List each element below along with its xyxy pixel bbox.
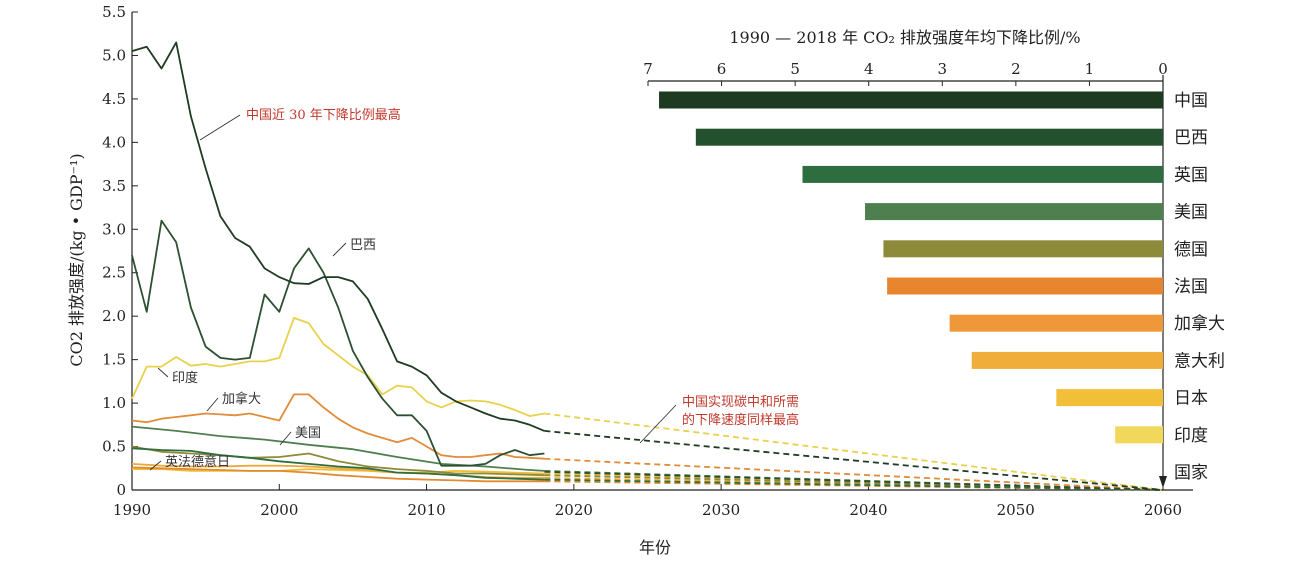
bar-axis-end-label: 国家 [1174, 463, 1208, 483]
bar-category-label: 英国 [1174, 165, 1208, 185]
bar-7 [971, 351, 1163, 369]
x-tick-label: 2040 [849, 501, 887, 519]
series-line-germany [131, 445, 545, 477]
bar-4 [883, 240, 1163, 258]
y-tick-label: 1.0 [102, 394, 126, 412]
bar-8 [1056, 389, 1163, 407]
projection-line-canada [544, 457, 1164, 491]
series-label-uk: 英法德意日 [165, 454, 230, 470]
series-line-china [131, 41, 545, 432]
bar-3 [865, 203, 1163, 221]
arrow-head [1159, 476, 1167, 488]
series-label-brazil: 巴西 [350, 238, 376, 253]
bar-tick-label: 2 [1011, 60, 1021, 78]
projection-line-india [544, 412, 1164, 491]
bar-tick-label: 3 [938, 60, 948, 78]
y-tick-label: 5.5 [102, 3, 126, 21]
y-axis-title: CO2 排放强度/(kg • GDP⁻¹) [67, 153, 86, 366]
series-line-india [131, 316, 545, 418]
series-line-usa [131, 425, 545, 472]
y-tick-label: 5.0 [102, 46, 126, 64]
projection-line-china [544, 430, 1164, 491]
note-china-fall: 中国近 30 年下降比例最高 [246, 107, 401, 123]
bar-chart: 1990 — 2018 年 CO₂ 排放强度年均下降比例/% 0 1 2 3 4 5 6 7 中国… [643, 28, 1225, 483]
x-tick-label: 2020 [555, 501, 593, 519]
series-label-canada: 加拿大 [222, 391, 261, 407]
projection-line-uk [544, 478, 1164, 491]
bar-tick-label: 0 [1158, 60, 1168, 78]
note-china-future-1: 中国实现碳中和所需 [682, 395, 799, 410]
x-tick-label: 2010 [407, 501, 445, 519]
leader-line-india [157, 367, 169, 378]
bar-category-label: 中国 [1174, 91, 1208, 111]
series-line-japan [132, 468, 545, 475]
leader-line-china-future [639, 404, 677, 444]
series-line-canada [131, 393, 545, 460]
leader-line-usa [279, 431, 292, 446]
y-tick-label: 0.5 [102, 438, 126, 456]
y-tick-label: 3.5 [102, 177, 126, 195]
series-line-france [131, 466, 545, 483]
bar-category-label: 日本 [1174, 389, 1208, 409]
x-tick-label: 2000 [260, 501, 298, 519]
bar-9 [1115, 426, 1163, 444]
x-tick-label: 2030 [702, 501, 740, 519]
bar-category-label: 德国 [1174, 240, 1208, 260]
bar-tick-label: 6 [717, 60, 727, 78]
y-tick-label: 1.5 [102, 351, 126, 369]
x-tick-label: 1990 [113, 501, 151, 519]
y-tick-label: 2.0 [102, 307, 126, 325]
series-label-india: 印度 [172, 370, 198, 386]
bar-category-label: 印度 [1174, 426, 1208, 446]
bar-tick-label: 4 [864, 60, 874, 78]
bar-tick-label: 5 [790, 60, 800, 78]
bar-1 [695, 128, 1163, 146]
series-label-usa: 美国 [295, 426, 321, 441]
bar-category-label: 巴西 [1174, 128, 1208, 148]
y-tick-label: 2.5 [102, 264, 126, 282]
projection-line-brazil [544, 470, 1164, 491]
bar-2 [802, 165, 1163, 183]
bar-category-label: 美国 [1174, 203, 1208, 223]
leader-line-canada [206, 397, 219, 412]
bar-category-label: 法国 [1174, 277, 1208, 297]
bar-0 [659, 91, 1163, 109]
bar-chart-title: 1990 — 2018 年 CO₂ 排放强度年均下降比例/% [729, 28, 1080, 47]
y-tick-label: 0 [116, 481, 126, 499]
bar-category-label: 加拿大 [1174, 313, 1225, 334]
y-tick-label: 4.0 [102, 133, 126, 151]
bar-tick-label: 1 [1085, 60, 1095, 78]
x-axis-title: 年份 [639, 538, 671, 557]
bar-5 [887, 277, 1163, 295]
series-line-uk [131, 447, 545, 481]
leader-line-china-fall [199, 114, 241, 141]
x-tick-label: 2050 [997, 501, 1035, 519]
bar-category-label: 意大利 [1174, 351, 1225, 371]
leader-line-brazil [332, 242, 347, 257]
bar-6 [949, 314, 1163, 332]
leader-line-uk [149, 460, 162, 471]
x-tick-label: 2060 [1144, 501, 1182, 519]
y-tick-label: 4.5 [102, 90, 126, 108]
y-tick-label: 3.0 [102, 220, 126, 238]
series-line-brazil [131, 219, 545, 467]
bar-tick-label: 7 [643, 60, 653, 78]
note-china-future-2: 的下降速度同样最高 [682, 412, 799, 428]
